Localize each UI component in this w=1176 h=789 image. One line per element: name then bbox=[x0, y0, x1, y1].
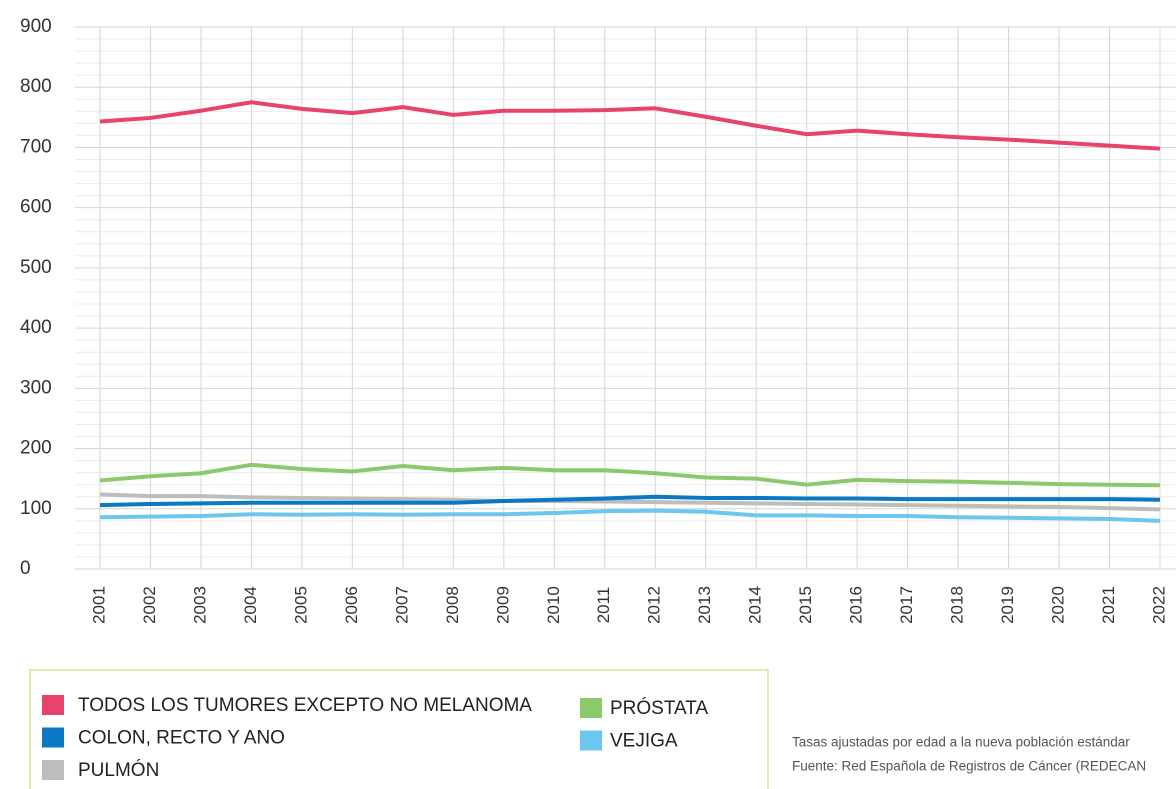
x-tick-label: 2019 bbox=[998, 586, 1017, 624]
series-line bbox=[99, 462, 1161, 488]
legend-swatch bbox=[42, 760, 64, 780]
x-tick-label: 2013 bbox=[695, 586, 714, 624]
x-tick-label: 2020 bbox=[1049, 586, 1068, 624]
y-tick-label: 700 bbox=[20, 136, 52, 157]
x-tick-label: 2014 bbox=[746, 586, 765, 624]
legend-swatch bbox=[580, 730, 602, 751]
legend-label: PRÓSTATA bbox=[610, 697, 709, 719]
y-tick-label: 900 bbox=[20, 16, 52, 37]
x-tick-label: 2008 bbox=[443, 586, 462, 624]
y-tick-label: 100 bbox=[20, 498, 52, 519]
legend-label: COLON, RECTO Y ANO bbox=[78, 728, 285, 749]
y-tick-label: 200 bbox=[20, 438, 52, 459]
note: Tasas ajustadas por edad a la nueva pobl… bbox=[792, 735, 1130, 750]
x-tick-label: 2012 bbox=[645, 586, 664, 624]
note: Fuente: Red Española de Registros de Cán… bbox=[792, 759, 1146, 774]
series-line bbox=[99, 492, 1161, 512]
y-tick-label: 400 bbox=[20, 317, 52, 338]
y-tick-label: 0 bbox=[20, 558, 31, 579]
legend-label: VEJIGA bbox=[610, 731, 678, 752]
legend-swatch bbox=[42, 727, 64, 748]
x-tick-label: 2001 bbox=[89, 586, 108, 624]
x-tick-label: 2018 bbox=[948, 586, 967, 624]
x-tick-label: 2006 bbox=[342, 586, 361, 624]
x-tick-label: 2010 bbox=[544, 586, 563, 624]
x-tick-label: 2022 bbox=[1149, 586, 1168, 624]
y-tick-label: 600 bbox=[20, 197, 52, 218]
legend-swatch bbox=[42, 695, 64, 715]
x-tick-label: 2021 bbox=[1099, 586, 1118, 624]
legend-box bbox=[29, 669, 769, 789]
x-tick-label: 2017 bbox=[897, 586, 916, 624]
legend-label: PULMÓN bbox=[78, 759, 159, 781]
x-tick-label: 2009 bbox=[493, 586, 512, 624]
legend-label: TODOS LOS TUMORES EXCEPTO NO MELANOMA bbox=[78, 695, 532, 716]
series-line bbox=[99, 100, 1161, 151]
x-tick-label: 2004 bbox=[241, 586, 260, 624]
x-tick-label: 2002 bbox=[140, 586, 159, 624]
series-line bbox=[99, 494, 1161, 508]
x-tick-label: 2003 bbox=[190, 586, 209, 624]
x-tick-label: 2005 bbox=[291, 586, 310, 624]
series-line bbox=[99, 508, 1161, 523]
x-tick-label: 2007 bbox=[392, 586, 411, 624]
y-tick-label: 300 bbox=[20, 377, 52, 398]
x-tick-label: 2011 bbox=[594, 587, 613, 624]
x-tick-label: 2016 bbox=[847, 586, 866, 624]
y-tick-label: 500 bbox=[20, 257, 52, 278]
x-tick-label: 2015 bbox=[796, 586, 815, 624]
y-tick-label: 800 bbox=[20, 76, 52, 97]
legend-swatch bbox=[580, 698, 602, 718]
